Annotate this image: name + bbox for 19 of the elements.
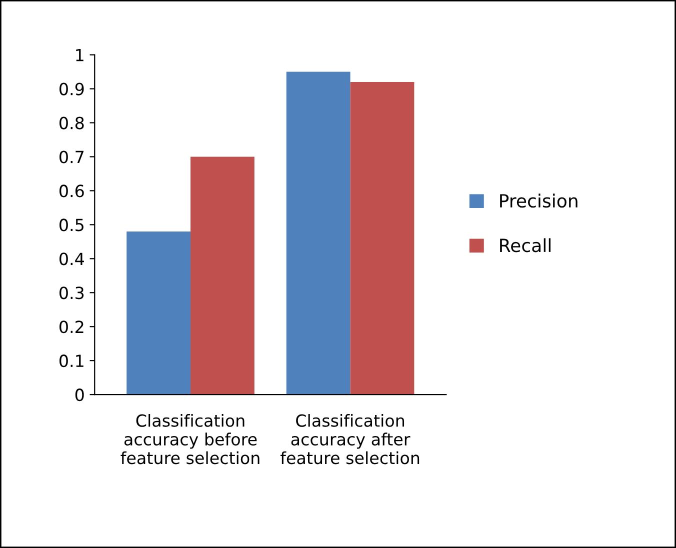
y-tick-label: 0 bbox=[75, 388, 84, 402]
y-tick-label: 0.8 bbox=[60, 116, 84, 130]
y-tick-label: 0.6 bbox=[60, 184, 84, 198]
x-tick-label: Classification accuracy after feature selection bbox=[280, 414, 420, 464]
bar bbox=[350, 82, 414, 395]
y-tick-label: 0.2 bbox=[60, 320, 84, 334]
bar bbox=[286, 72, 350, 395]
y-tick-label: 0.3 bbox=[60, 286, 84, 300]
y-tick-label: 0.9 bbox=[60, 82, 84, 96]
y-tick-label: 0.7 bbox=[60, 150, 84, 164]
bar bbox=[126, 231, 191, 395]
y-tick-label: 0.1 bbox=[60, 354, 84, 368]
legend-label: Recall bbox=[500, 238, 550, 252]
x-tick-label: Classification accuracy before feature selection bbox=[120, 414, 260, 464]
y-tick-label: 0.5 bbox=[60, 218, 84, 232]
bar bbox=[190, 156, 254, 395]
y-tick-label: 0.4 bbox=[60, 252, 84, 266]
y-tick-label: 1 bbox=[76, 48, 84, 62]
legend-label: Precision bbox=[500, 194, 578, 208]
